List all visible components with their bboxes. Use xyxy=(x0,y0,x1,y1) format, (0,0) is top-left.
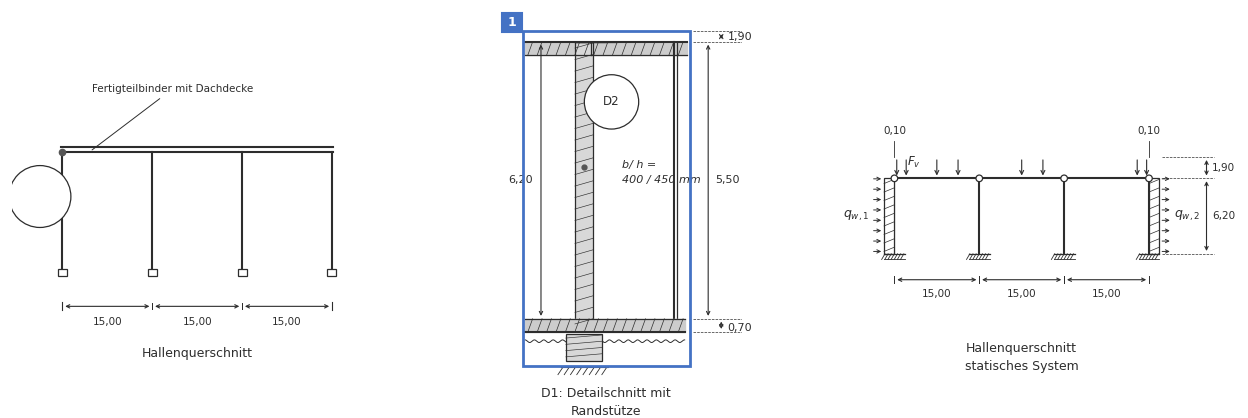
Text: 15,00: 15,00 xyxy=(1092,289,1122,299)
Text: 15,00: 15,00 xyxy=(92,317,122,327)
Bar xyxy=(884,178,895,254)
Text: $q_{w,2}$: $q_{w,2}$ xyxy=(1174,209,1201,223)
Text: D2: D2 xyxy=(603,95,620,108)
Text: 0,70: 0,70 xyxy=(728,323,753,333)
Text: 0,10: 0,10 xyxy=(1137,126,1161,136)
Bar xyxy=(1149,178,1159,254)
Text: 15,00: 15,00 xyxy=(1007,289,1037,299)
Circle shape xyxy=(891,175,897,182)
Text: b/ h =
400 / 450 mm: b/ h = 400 / 450 mm xyxy=(622,160,700,185)
Bar xyxy=(57,269,67,276)
Text: Fertigteilbinder mit Dachdecke: Fertigteilbinder mit Dachdecke xyxy=(91,84,253,150)
Text: 5,50: 5,50 xyxy=(715,175,740,185)
Bar xyxy=(327,269,337,276)
Text: 15,00: 15,00 xyxy=(922,289,952,299)
Bar xyxy=(237,269,247,276)
Text: D1: D1 xyxy=(32,198,47,207)
Circle shape xyxy=(976,175,982,182)
Bar xyxy=(147,269,157,276)
Bar xyxy=(523,31,690,366)
Text: 0,10: 0,10 xyxy=(882,126,906,136)
Text: $q_{w,1}$: $q_{w,1}$ xyxy=(842,209,869,223)
Text: 1: 1 xyxy=(508,16,517,29)
Polygon shape xyxy=(525,42,688,55)
Text: 1,90: 1,90 xyxy=(728,32,753,41)
Bar xyxy=(502,13,522,33)
Circle shape xyxy=(584,75,639,129)
Text: 15,00: 15,00 xyxy=(182,317,212,327)
Polygon shape xyxy=(525,319,685,332)
Bar xyxy=(565,334,603,360)
Text: 15,00: 15,00 xyxy=(272,317,302,327)
Text: Hallenquerschnitt: Hallenquerschnitt xyxy=(142,347,252,360)
Circle shape xyxy=(1061,175,1067,182)
Bar xyxy=(575,42,593,329)
Circle shape xyxy=(9,166,71,227)
Text: Hallenquerschnitt
statisches System: Hallenquerschnitt statisches System xyxy=(965,342,1078,373)
Text: D1: Detailschnitt mit
Randstütze: D1: Detailschnitt mit Randstütze xyxy=(542,387,671,418)
Text: $F_v$: $F_v$ xyxy=(906,155,921,170)
Text: 6,20: 6,20 xyxy=(1212,211,1236,221)
Text: 6,20: 6,20 xyxy=(508,175,533,185)
Text: 1,90: 1,90 xyxy=(1212,163,1236,173)
Circle shape xyxy=(1146,175,1152,182)
